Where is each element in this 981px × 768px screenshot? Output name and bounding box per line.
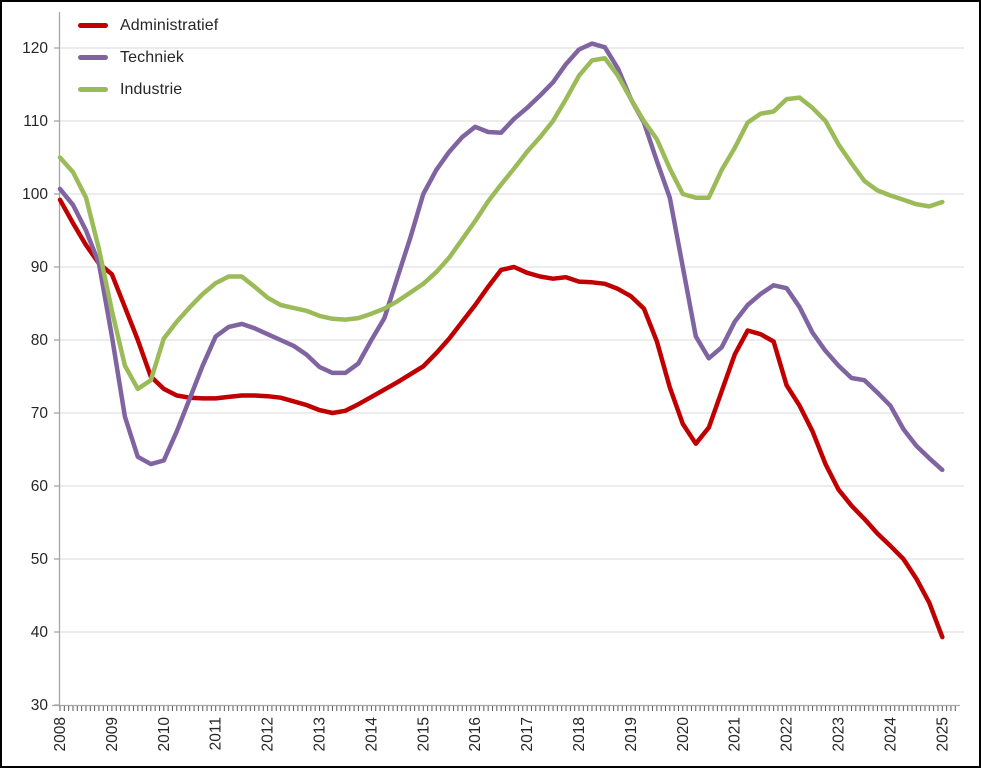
y-tick-label-70: 70 [31, 405, 49, 422]
chart-legend: Administratief Techniek Industrie [78, 15, 218, 100]
legend-label-industrie: Industrie [120, 80, 183, 98]
x-tick-label-2011: 2011 [208, 717, 225, 750]
legend-label-techniek: Techniek [120, 48, 184, 66]
x-tick-label-2012: 2012 [260, 717, 277, 751]
x-tick-label-2008: 2008 [52, 717, 69, 751]
industrie-line-swatch-icon [78, 87, 108, 92]
administratief-line-swatch-icon [78, 23, 108, 28]
x-tick-label-2019: 2019 [623, 717, 640, 751]
series-line-techniek [57, 41, 945, 473]
x-tick-label-2010: 2010 [156, 717, 173, 752]
x-tick-label-2022: 2022 [779, 717, 796, 751]
x-tick-label-2018: 2018 [571, 717, 588, 751]
gridlines [60, 47, 964, 633]
x-tick-label-2009: 2009 [104, 717, 121, 751]
x-tick-label-2023: 2023 [831, 717, 848, 751]
legend-item-industrie: Industrie [78, 79, 218, 100]
y-tick-label-120: 120 [22, 40, 48, 57]
techniek-line-swatch-icon [78, 55, 108, 60]
x-tick-label-2017: 2017 [519, 717, 536, 751]
x-tick-label-2025: 2025 [934, 717, 951, 751]
series-lines [57, 41, 945, 640]
y-tick-label-100: 100 [22, 186, 48, 203]
y-tick-label-80: 80 [31, 332, 49, 349]
x-tick-label-2016: 2016 [467, 717, 484, 751]
y-tick-label-110: 110 [23, 113, 48, 130]
x-axis-labels: 2008 2009 2010 2011 2012 2013 2014 2015 2016 2017… [52, 717, 951, 752]
legend-label-administratief: Administratief [120, 16, 219, 34]
series-line-industrie [57, 55, 945, 392]
y-axis-ticks: 30 40 50 60 70 80 90 100 110 120 [22, 40, 60, 714]
x-tick-label-2014: 2014 [363, 717, 380, 752]
legend-item-techniek: Techniek [78, 47, 218, 68]
x-tick-label-2015: 2015 [415, 717, 432, 751]
y-tick-label-90: 90 [31, 259, 49, 276]
series-line-administratief [57, 197, 945, 640]
x-tick-label-2021: 2021 [727, 717, 744, 751]
y-tick-label-60: 60 [31, 478, 49, 495]
x-axis-minor-ticks [59, 706, 956, 711]
y-tick-label-40: 40 [31, 624, 49, 641]
y-tick-label-50: 50 [31, 551, 49, 568]
x-tick-label-2024: 2024 [882, 717, 899, 752]
legend-item-administratief: Administratief [78, 15, 218, 36]
x-tick-label-2013: 2013 [312, 717, 329, 751]
x-tick-label-2020: 2020 [675, 717, 692, 752]
y-tick-label-30: 30 [31, 697, 49, 714]
